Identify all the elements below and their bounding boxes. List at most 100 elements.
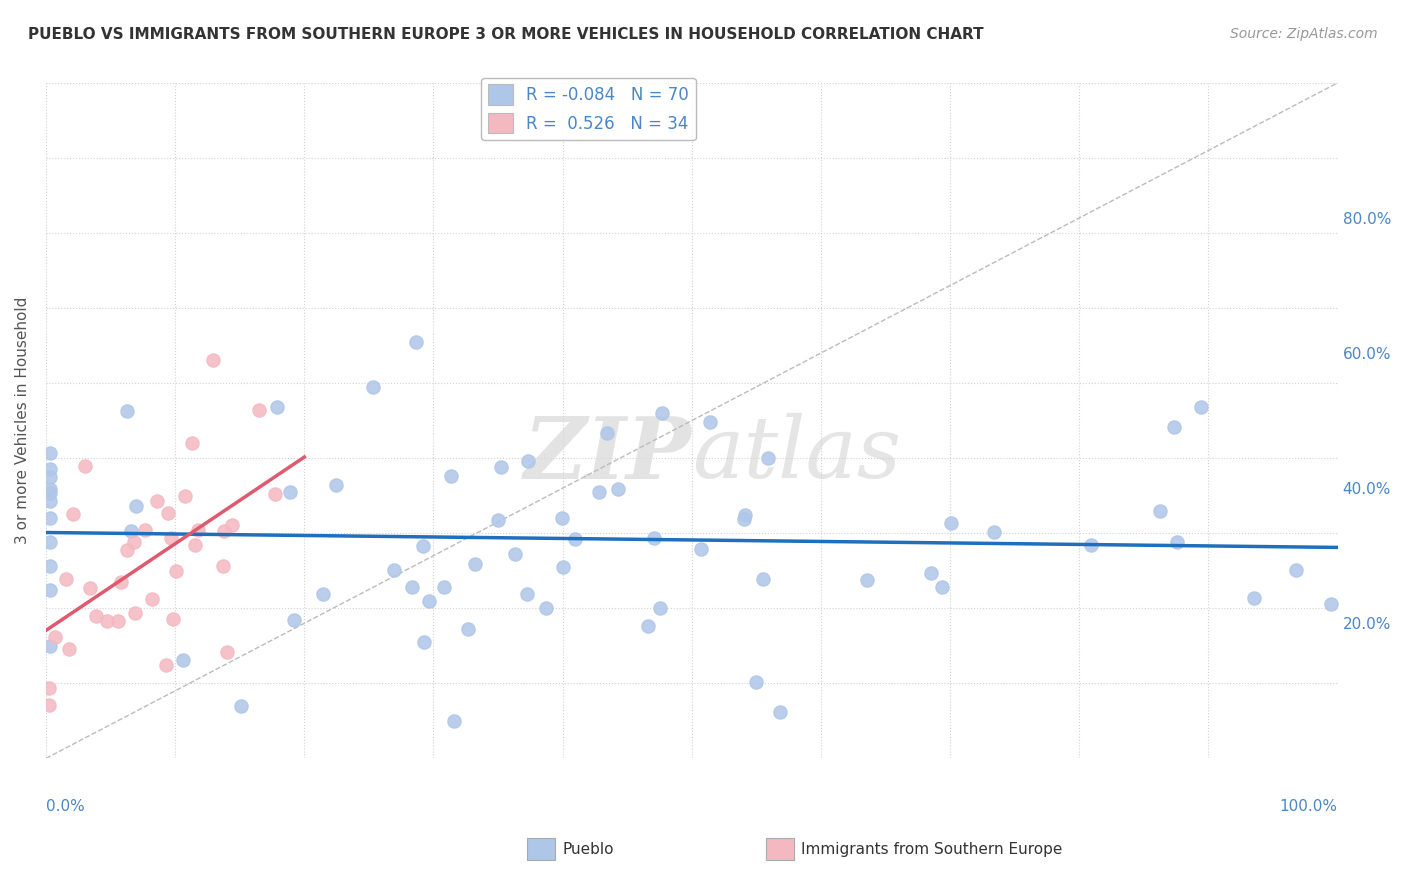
Point — [38, 482, 60, 496]
Point — [38, 535, 60, 549]
Legend: R = -0.084   N = 70, R =  0.526   N = 34: R = -0.084 N = 70, R = 0.526 N = 34 — [481, 78, 696, 140]
Point — [325, 477, 347, 491]
Point — [1166, 535, 1188, 549]
Point — [44, 630, 66, 644]
Text: ZIP: ZIP — [524, 413, 692, 496]
Text: PUEBLO VS IMMIGRANTS FROM SOUTHERN EUROPE 3 OR MORE VEHICLES IN HOUSEHOLD CORREL: PUEBLO VS IMMIGRANTS FROM SOUTHERN EUROP… — [28, 27, 984, 42]
Point — [38, 639, 60, 653]
Point — [124, 606, 146, 620]
Point — [534, 601, 557, 615]
Point — [120, 524, 142, 539]
Point — [134, 523, 156, 537]
Point — [412, 540, 434, 554]
Point — [202, 353, 225, 368]
Point — [464, 557, 486, 571]
Point — [983, 524, 1005, 539]
Point — [1163, 419, 1185, 434]
FancyBboxPatch shape — [766, 838, 794, 860]
Point — [122, 535, 145, 549]
Point — [489, 459, 512, 474]
Point — [125, 499, 148, 513]
Point — [382, 563, 405, 577]
Point — [440, 468, 463, 483]
Point — [690, 542, 713, 557]
Point — [38, 559, 60, 574]
Point — [155, 658, 177, 673]
Text: 100.0%: 100.0% — [1279, 799, 1337, 814]
Point — [457, 622, 479, 636]
Point — [756, 450, 779, 465]
Point — [141, 591, 163, 606]
Point — [162, 612, 184, 626]
Point — [939, 516, 962, 530]
Point — [221, 518, 243, 533]
Point — [745, 674, 768, 689]
Point — [247, 403, 270, 417]
Point — [553, 560, 575, 574]
Point — [855, 574, 877, 588]
Point — [280, 484, 302, 499]
Point — [637, 619, 659, 633]
Text: Source: ZipAtlas.com: Source: ZipAtlas.com — [1230, 27, 1378, 41]
Point — [38, 486, 60, 500]
Point — [432, 580, 454, 594]
Point — [172, 653, 194, 667]
Point — [115, 543, 138, 558]
Point — [931, 580, 953, 594]
Point — [212, 558, 235, 573]
Point — [159, 531, 181, 545]
Point — [588, 484, 610, 499]
FancyBboxPatch shape — [527, 838, 555, 860]
Point — [157, 506, 180, 520]
Point — [1149, 504, 1171, 518]
Point — [607, 482, 630, 496]
Point — [283, 613, 305, 627]
Point — [264, 487, 287, 501]
Point — [413, 635, 436, 649]
Point — [769, 706, 792, 720]
Point — [596, 425, 619, 440]
Point — [62, 507, 84, 521]
Point — [564, 532, 586, 546]
Point — [486, 513, 509, 527]
Point — [443, 714, 465, 728]
Text: atlas: atlas — [692, 413, 901, 496]
Point — [38, 446, 60, 460]
Point — [115, 404, 138, 418]
Point — [181, 435, 204, 450]
Point — [38, 681, 60, 696]
Point — [38, 583, 60, 598]
Point — [38, 698, 60, 713]
Point — [648, 601, 671, 615]
Point — [38, 462, 60, 476]
Point — [229, 698, 252, 713]
Point — [184, 538, 207, 552]
Point — [1285, 563, 1308, 577]
Text: Immigrants from Southern Europe: Immigrants from Southern Europe — [801, 842, 1063, 856]
Point — [38, 469, 60, 483]
Point — [79, 581, 101, 595]
Point — [361, 380, 384, 394]
Point — [1243, 591, 1265, 605]
Point — [733, 512, 755, 526]
Point — [734, 508, 756, 522]
Point — [110, 575, 132, 590]
Text: 0.0%: 0.0% — [46, 799, 84, 814]
Point — [38, 493, 60, 508]
Point — [165, 565, 187, 579]
Text: Pueblo: Pueblo — [562, 842, 614, 856]
Point — [107, 614, 129, 628]
Point — [75, 459, 97, 474]
Point — [651, 406, 673, 420]
Point — [215, 645, 238, 659]
Point — [266, 401, 288, 415]
Point — [187, 523, 209, 537]
Point — [1080, 538, 1102, 552]
Point — [84, 609, 107, 624]
Point — [418, 594, 440, 608]
Point — [146, 494, 169, 508]
Point — [920, 566, 942, 581]
Point — [96, 614, 118, 628]
Point — [643, 532, 665, 546]
Point — [212, 524, 235, 538]
